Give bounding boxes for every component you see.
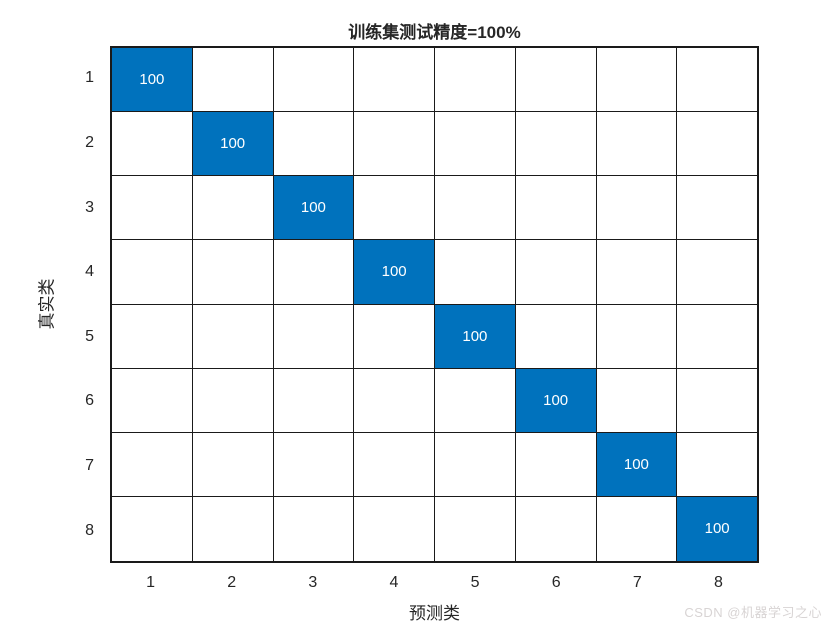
x-tick-label: 7 <box>632 574 642 591</box>
y-tick-label: 7 <box>85 457 94 475</box>
matrix-cell-empty <box>192 176 274 241</box>
y-axis-ticks: 1 2 3 4 5 6 7 8 <box>58 46 96 563</box>
matrix-row: 100 <box>112 112 757 177</box>
matrix-row: 100 <box>112 48 757 113</box>
matrix-cell-filled: 100 <box>435 304 516 369</box>
matrix-cell-empty <box>112 240 193 305</box>
matrix-row: 100 <box>112 240 757 305</box>
matrix-cell-empty <box>677 368 757 433</box>
matrix-cell-empty <box>112 432 193 497</box>
x-tick-label: 5 <box>470 574 480 591</box>
matrix-cell-empty <box>677 48 757 113</box>
matrix-cell-empty <box>192 48 274 113</box>
matrix-cell-empty <box>354 432 435 497</box>
matrix-cell-empty <box>435 496 516 561</box>
matrix-cell-empty <box>435 240 516 305</box>
chart-title: 训练集测试精度=100% <box>348 23 521 42</box>
matrix-cell-empty <box>515 48 597 113</box>
matrix-cell-empty <box>273 304 355 369</box>
matrix-cell-empty <box>515 112 597 177</box>
matrix-cell-empty <box>596 496 678 561</box>
matrix-cell-empty <box>112 496 193 561</box>
matrix-cell-empty <box>112 368 193 433</box>
matrix-cell-empty <box>354 112 435 177</box>
y-tick-label: 1 <box>85 69 94 87</box>
matrix-cell-empty <box>677 112 757 177</box>
matrix-cell-empty <box>354 48 435 113</box>
matrix-cell-empty <box>515 304 597 369</box>
x-tick-label: 1 <box>146 574 156 591</box>
matrix-row: 100 <box>112 432 757 497</box>
x-tick-label: 6 <box>551 574 561 591</box>
matrix-cell-empty <box>596 176 678 241</box>
matrix-cell-empty <box>354 304 435 369</box>
matrix-cell-filled: 100 <box>192 112 274 177</box>
y-tick-label: 8 <box>85 521 94 539</box>
matrix-cell-empty <box>677 432 757 497</box>
matrix-cell-empty <box>596 240 678 305</box>
matrix-cell-empty <box>273 112 355 177</box>
matrix-cell-empty <box>354 368 435 433</box>
x-axis-label: 预测类 <box>409 604 460 623</box>
matrix-cell-empty <box>596 368 678 433</box>
matrix-cell-empty <box>273 48 355 113</box>
matrix-cell-empty <box>112 176 193 241</box>
matrix-cell-empty <box>677 304 757 369</box>
matrix-cell-empty <box>273 240 355 305</box>
matrix-cell-empty <box>435 112 516 177</box>
watermark: CSDN @机器学习之心 <box>684 605 822 620</box>
y-axis-label: 真实类 <box>37 278 57 330</box>
matrix-cell-empty <box>192 432 274 497</box>
matrix-cell-empty <box>677 176 757 241</box>
x-tick-label: 2 <box>227 574 237 591</box>
matrix-cell-filled: 100 <box>354 240 435 305</box>
matrix-cell-empty <box>435 432 516 497</box>
matrix-cell-filled: 100 <box>273 176 355 241</box>
matrix-cell-filled: 100 <box>515 368 597 433</box>
matrix-cell-filled: 100 <box>112 48 193 113</box>
matrix-cell-empty <box>354 496 435 561</box>
matrix-cell-empty <box>192 240 274 305</box>
matrix-cell-empty <box>435 368 516 433</box>
y-tick-label: 6 <box>85 392 94 410</box>
matrix-cell-filled: 100 <box>677 496 757 561</box>
matrix-row: 100 <box>112 176 757 241</box>
y-tick-label: 5 <box>85 327 94 345</box>
x-tick-label: 8 <box>713 574 723 591</box>
matrix-row: 100 <box>112 368 757 433</box>
matrix-row: 100 <box>112 304 757 369</box>
matrix-cell-empty <box>435 176 516 241</box>
y-tick-label: 4 <box>85 263 94 281</box>
matrix-grid: 100 100 100 100 100 100 100 100 <box>110 46 759 563</box>
matrix-cell-empty <box>596 304 678 369</box>
matrix-row: 100 <box>112 496 757 561</box>
matrix-cell-empty <box>596 112 678 177</box>
matrix-cell-empty <box>273 368 355 433</box>
matrix-cell-empty <box>354 176 435 241</box>
matrix-cell-filled: 100 <box>596 432 678 497</box>
matrix-cell-empty <box>515 432 597 497</box>
matrix-cell-empty <box>112 304 193 369</box>
matrix-cell-empty <box>273 496 355 561</box>
matrix-cell-empty <box>435 48 516 113</box>
x-tick-label: 3 <box>308 574 318 591</box>
matrix-cell-empty <box>515 496 597 561</box>
x-tick-label: 4 <box>389 574 399 591</box>
y-tick-label: 3 <box>85 198 94 216</box>
x-axis-ticks: 1 2 3 4 5 6 7 8 <box>110 565 759 601</box>
matrix-cell-empty <box>192 496 274 561</box>
matrix-cell-empty <box>515 176 597 241</box>
matrix-cell-empty <box>515 240 597 305</box>
matrix-cell-empty <box>596 48 678 113</box>
matrix-cell-empty <box>192 368 274 433</box>
y-tick-label: 2 <box>85 133 94 151</box>
matrix-cell-empty <box>273 432 355 497</box>
matrix-cell-empty <box>112 112 193 177</box>
matrix-cell-empty <box>677 240 757 305</box>
matrix-cell-empty <box>192 304 274 369</box>
